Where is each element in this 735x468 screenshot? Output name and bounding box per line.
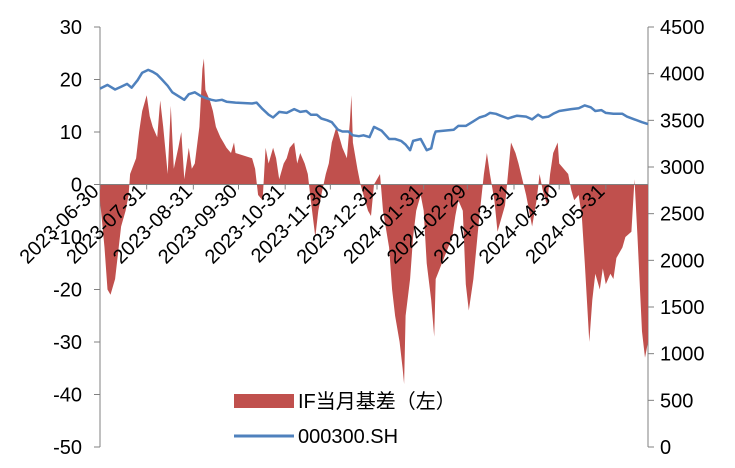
legend: IF当月基差（左） 000300.SH [234,390,456,448]
index-line [99,68,649,152]
left-tick-label: -40 [53,385,82,407]
right-tick-label: 4500 [660,17,705,39]
legend-basis-label: IF当月基差（左） [298,390,456,413]
left-tick-label: -50 [53,437,82,459]
right-tick-label: 500 [660,390,693,412]
left-tick-label: -20 [53,280,82,302]
left-tick-label: 10 [60,122,82,144]
left-tick-label: 20 [60,70,82,92]
right-tick-label: 2500 [660,204,705,226]
right-y-axis: 0 500 1000 1500 2000 2500 3000 3500 4000 4500 [647,17,705,459]
legend-basis-swatch [234,394,294,408]
right-tick-label: 3000 [660,157,705,179]
right-tick-label: 0 [660,437,671,459]
legend-index-label: 000300.SH [298,426,398,448]
left-tick-label: -30 [53,332,82,354]
x-axis [99,184,648,190]
left-y-axis: -50 -40 -30 -20 -10 0 10 20 30 [53,17,101,459]
right-tick-label: 1500 [660,297,705,319]
index-line-layer [99,68,649,152]
right-tick-label: 3500 [660,110,705,132]
left-tick-label: 30 [60,17,82,39]
right-tick-label: 2000 [660,250,705,272]
right-tick-label: 4000 [660,64,705,86]
left-tick-label: 0 [71,175,82,197]
left-tick-label: -10 [53,227,82,249]
right-tick-label: 1000 [660,344,705,366]
